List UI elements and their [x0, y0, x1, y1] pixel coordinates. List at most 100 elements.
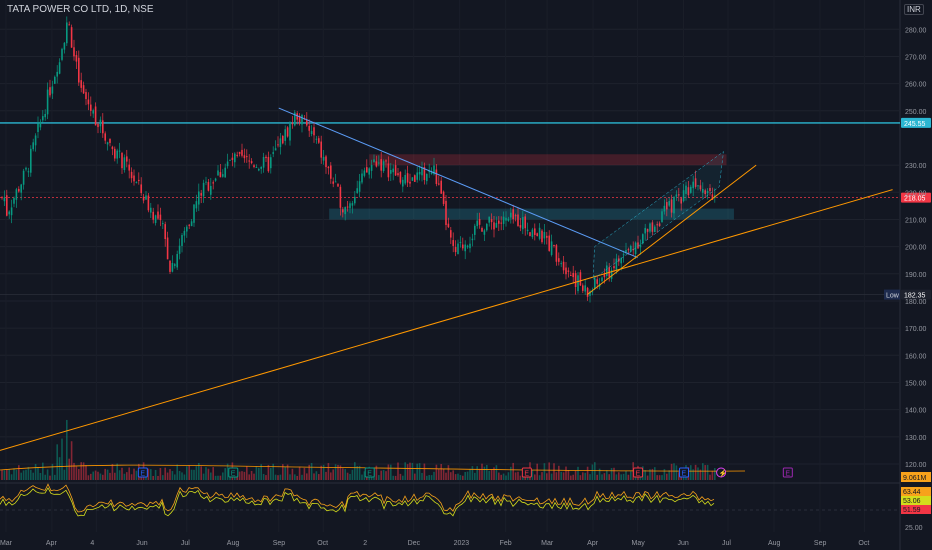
- volume-bar: [673, 463, 675, 480]
- volume-bar: [68, 459, 70, 480]
- candle-body: [215, 179, 217, 181]
- candle-body: [126, 156, 128, 161]
- candle-body: [287, 127, 289, 136]
- volume-bar: [697, 467, 699, 480]
- volume-bar: [424, 464, 426, 480]
- candle-body: [196, 201, 198, 208]
- candle-body: [416, 172, 418, 179]
- volume-bar: [397, 463, 399, 480]
- candle-body: [59, 62, 61, 73]
- candle-body: [580, 272, 582, 285]
- time-tick-label: 4: [90, 540, 94, 547]
- candle-body: [426, 174, 428, 181]
- volume-bar: [448, 465, 450, 480]
- candle-body: [308, 126, 310, 131]
- candle-body: [109, 139, 111, 143]
- price-tick-label: 200.00: [905, 245, 927, 252]
- volume-bar: [402, 476, 404, 480]
- candle-body: [289, 123, 291, 141]
- volume-bar: [30, 470, 32, 480]
- volume-bar: [284, 467, 286, 480]
- volume-bar: [66, 420, 68, 480]
- candle-body: [371, 165, 373, 171]
- volume-bar: [49, 476, 51, 480]
- candle-body: [20, 184, 22, 192]
- volume-bar: [311, 463, 313, 480]
- volume-bar: [35, 464, 37, 480]
- volume-bar: [208, 469, 210, 480]
- candle-body: [6, 195, 8, 216]
- volume-bar: [580, 475, 582, 480]
- volume-bar: [460, 475, 462, 480]
- candle-body: [80, 80, 82, 88]
- volume-bar: [613, 468, 615, 480]
- candle-body: [563, 262, 565, 271]
- volume-bar: [176, 465, 178, 480]
- volume-bar: [215, 476, 217, 480]
- candle-body: [13, 198, 15, 204]
- event-marker-label: E: [524, 471, 529, 478]
- candle-body: [409, 182, 411, 184]
- candle-body: [604, 274, 606, 277]
- currency-badge[interactable]: INR: [904, 4, 924, 15]
- osc-value: 53.06: [903, 498, 921, 505]
- volume-bar: [618, 472, 620, 480]
- candle-body: [503, 217, 505, 224]
- volume-bar: [88, 475, 90, 480]
- volume-bar: [109, 473, 111, 480]
- level-tag: Low: [886, 293, 900, 300]
- volume-bar: [222, 472, 224, 480]
- price-tick-label: 140.00: [905, 408, 927, 415]
- volume-bar: [450, 472, 452, 480]
- candle-body: [40, 122, 42, 128]
- event-marker-label: E: [682, 471, 687, 478]
- candle-body: [472, 239, 474, 240]
- volume-bar: [246, 466, 248, 480]
- volume-bar: [409, 463, 411, 480]
- candle-body: [100, 120, 102, 127]
- volume-bar: [568, 470, 570, 480]
- price-tick-label: 220.00: [905, 190, 927, 197]
- volume-bar: [150, 469, 152, 480]
- candle-body: [484, 230, 486, 234]
- candle-body: [419, 172, 421, 174]
- candle-body: [52, 86, 54, 93]
- volume-bar: [596, 475, 598, 480]
- candle-body: [332, 181, 334, 183]
- candle-body: [193, 204, 195, 222]
- candle-body: [368, 168, 370, 174]
- price-tick-label: 180.00: [905, 299, 927, 306]
- volume-bar: [630, 471, 632, 480]
- candle-body: [18, 189, 20, 192]
- volume-bar: [510, 467, 512, 480]
- volume-bar: [587, 467, 589, 480]
- candle-body: [128, 165, 130, 171]
- candle-body: [54, 77, 56, 84]
- volume-bar: [556, 472, 558, 480]
- volume-bar: [496, 465, 498, 480]
- volume-bar: [594, 462, 596, 480]
- volume-bar: [508, 472, 510, 480]
- candle-body: [536, 233, 538, 236]
- time-tick-label: Apr: [587, 540, 599, 547]
- time-tick-label: Dec: [408, 540, 421, 547]
- volume-bar: [20, 473, 22, 480]
- candle-body: [534, 228, 536, 235]
- volume-bar: [253, 474, 255, 480]
- candle-body: [277, 144, 279, 145]
- candle-body: [476, 221, 478, 226]
- candle-body: [292, 123, 294, 124]
- candle-body: [116, 151, 118, 159]
- candle-body: [496, 223, 498, 228]
- candle-body: [349, 203, 351, 208]
- candle-body: [232, 158, 234, 160]
- candle-body: [246, 156, 248, 157]
- candle-body: [47, 90, 49, 115]
- volume-bar: [709, 475, 711, 480]
- volume-bar: [119, 470, 121, 480]
- candle-body: [25, 168, 27, 170]
- candle-body: [577, 275, 579, 291]
- candle-body: [217, 170, 219, 175]
- volume-bar: [565, 467, 567, 480]
